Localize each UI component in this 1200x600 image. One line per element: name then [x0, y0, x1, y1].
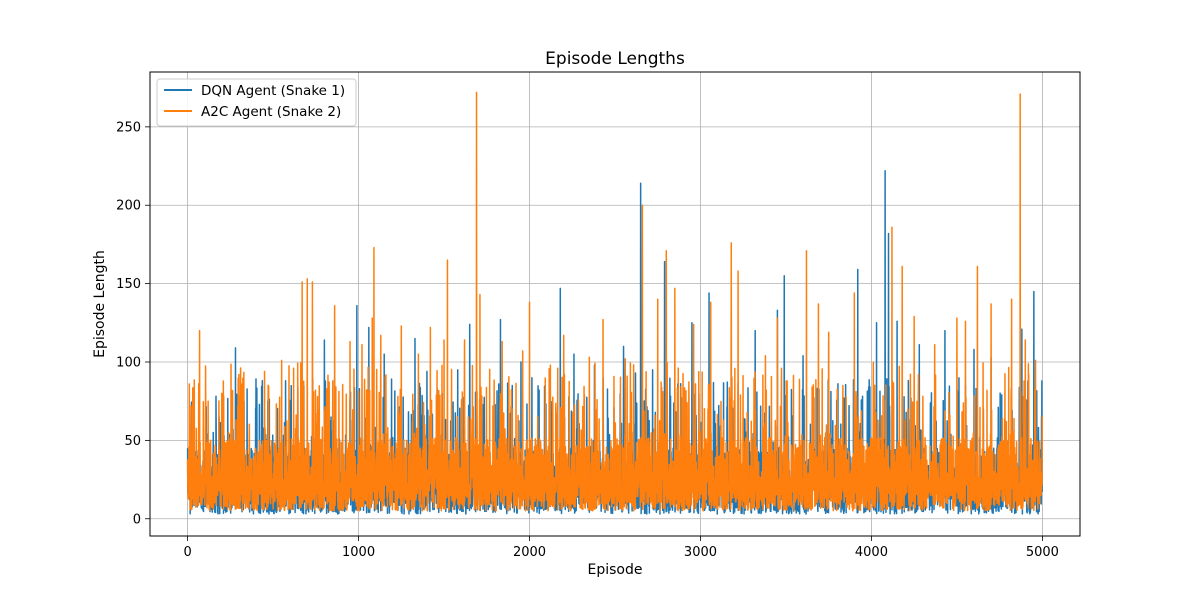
legend-label-a2c: A2C Agent (Snake 2) — [201, 104, 341, 120]
y-tick-label: 200 — [116, 199, 141, 214]
x-tick-label: 1000 — [342, 545, 375, 560]
y-axis-label: Episode Length — [92, 250, 108, 358]
x-axis: 0 1000 2000 3000 4000 5000 — [183, 536, 1059, 560]
chart-title: Episode Lengths — [545, 49, 685, 69]
y-tick-label: 250 — [116, 120, 141, 135]
x-tick-label: 0 — [183, 545, 191, 560]
y-tick-label: 50 — [124, 434, 141, 449]
legend-label-dqn: DQN Agent (Snake 1) — [201, 83, 345, 99]
series-layer — [186, 91, 1043, 515]
plot-frame — [149, 71, 1081, 537]
y-tick-label: 100 — [116, 356, 141, 371]
x-tick-label: 2000 — [513, 545, 546, 560]
y-tick-label: 0 — [133, 512, 141, 527]
y-axis: 0 50 100 150 200 250 — [116, 120, 150, 527]
y-tick-label: 150 — [116, 277, 141, 292]
x-tick-label: 5000 — [1026, 545, 1059, 560]
series-line-a2c — [186, 91, 1043, 512]
legend: DQN Agent (Snake 1) A2C Agent (Snake 2) — [156, 78, 357, 127]
legend-box — [156, 78, 357, 127]
x-axis-label: Episode — [588, 562, 643, 578]
x-tick-label: 4000 — [855, 545, 888, 560]
x-tick-label: 3000 — [684, 545, 717, 560]
